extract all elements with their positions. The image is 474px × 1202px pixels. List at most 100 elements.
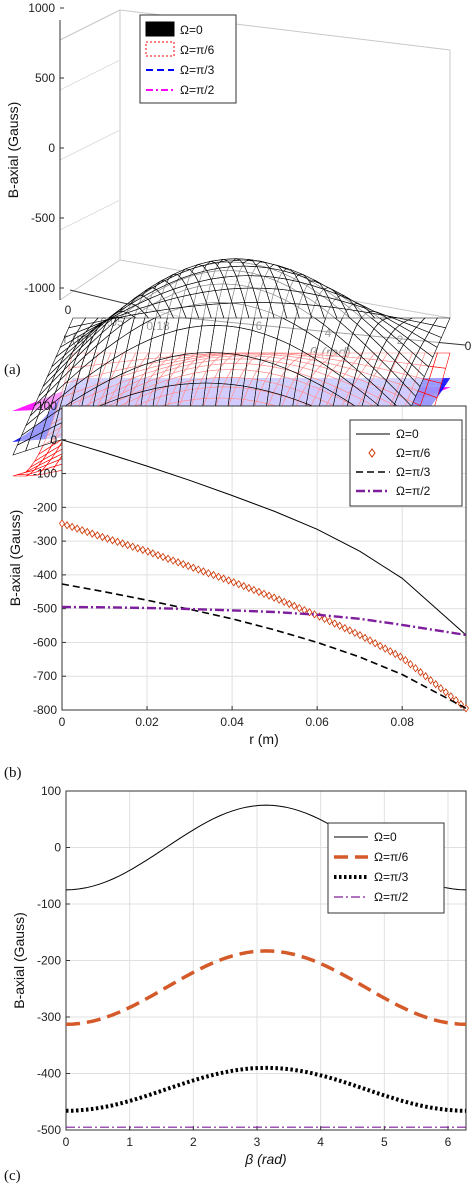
r-tick-label: 0	[65, 303, 72, 317]
series-marker	[99, 532, 106, 542]
x-tick-label: 1	[126, 1135, 133, 1149]
x-tick-label: 4	[317, 1135, 324, 1149]
legend-label: Ω=π/2	[180, 83, 215, 97]
legend-label: Ω=π/3	[180, 63, 215, 77]
series-marker	[119, 539, 126, 548]
x-tick-label: 2	[190, 1135, 197, 1149]
series-line	[61, 439, 467, 636]
series-marker	[129, 542, 136, 551]
series-marker	[139, 545, 146, 555]
legend: Ω=0 Ω=π/6 Ω=π/3 Ω=π/2	[327, 822, 445, 914]
series-marker	[94, 531, 101, 540]
y-tick-label: 0	[54, 841, 61, 855]
series-marker	[114, 537, 121, 547]
series-marker	[175, 558, 182, 567]
y-tick-label: -300	[33, 534, 57, 548]
series-marker	[437, 684, 444, 693]
series-marker	[220, 574, 227, 583]
series-marker	[266, 591, 273, 600]
grid-line	[59, 129, 121, 161]
series-marker	[240, 581, 247, 591]
z-tick-label: 0	[48, 141, 55, 155]
series-marker	[372, 639, 379, 648]
series-marker	[291, 601, 298, 611]
surface-cell	[12, 473, 31, 477]
box-edge	[59, 9, 121, 41]
y-tick-label: -100	[37, 897, 61, 911]
x-tick-label: 6	[445, 1135, 452, 1149]
legend-label: Ω=π/3	[374, 870, 409, 884]
series-marker	[59, 519, 65, 528]
x-tick-label: 5	[381, 1135, 388, 1149]
series-marker	[79, 526, 86, 535]
x-tick-label: 0.02	[135, 715, 159, 729]
legend-label: Ω=π/6	[374, 850, 409, 864]
y-axis-label: B-axial (Gauss)	[11, 912, 27, 1008]
series-line	[65, 1065, 467, 1113]
series-marker	[311, 610, 318, 619]
series-marker	[84, 527, 91, 537]
series-marker	[356, 630, 363, 640]
z-tick-label: -1000	[24, 281, 55, 295]
plot-frame	[61, 405, 467, 711]
series-marker	[336, 621, 343, 631]
series-marker	[165, 554, 172, 563]
series-marker	[442, 688, 449, 697]
y-tick-label: -800	[33, 703, 57, 717]
grid-line	[59, 199, 121, 231]
series-marker	[367, 636, 374, 645]
panel-label-c: (c)	[4, 1168, 21, 1184]
series-marker	[144, 547, 151, 556]
series-marker	[402, 655, 409, 665]
series-marker	[407, 660, 414, 669]
legend-label: Ω=π/3	[396, 465, 431, 479]
series-marker	[351, 628, 358, 637]
y-tick-label: 0	[50, 433, 57, 447]
x-tick-label: 0	[59, 715, 66, 729]
series-marker	[387, 647, 394, 656]
series-marker	[341, 623, 348, 633]
y-axis-label: B-axial (Gauss)	[7, 510, 23, 606]
series-marker	[235, 579, 242, 589]
y-tick-label: 100	[37, 399, 57, 413]
series-marker	[230, 578, 237, 587]
series-marker	[250, 585, 257, 595]
series-marker	[397, 652, 404, 661]
series-marker	[89, 529, 96, 538]
y-tick-label: -400	[37, 1067, 61, 1081]
x-tick-label: 0.06	[305, 715, 329, 729]
series-marker	[185, 561, 192, 571]
legend-label: Ω=π/6	[396, 446, 431, 460]
legend-swatch	[368, 448, 376, 458]
series-marker	[74, 524, 81, 533]
series-marker	[195, 565, 202, 574]
z-tick-label: 1000	[28, 1, 55, 15]
series-marker	[422, 672, 429, 681]
series-marker	[331, 619, 338, 628]
series-marker	[215, 572, 222, 581]
series-marker	[64, 521, 71, 530]
surface-cell	[12, 408, 30, 412]
series-marker	[326, 616, 333, 626]
legend: Ω=0 Ω=π/6 Ω=π/3 Ω=π/2	[349, 419, 463, 507]
series-marker	[104, 534, 111, 543]
series-marker	[124, 540, 131, 550]
x-tick-label: 0.04	[220, 715, 244, 729]
series-marker	[160, 552, 166, 562]
x-axis-label: β (rad)	[244, 1151, 286, 1167]
beta-tick-label: 0	[465, 339, 472, 353]
series-marker	[170, 556, 177, 565]
legend-label: Ω=π/2	[374, 890, 409, 904]
series-marker	[452, 696, 459, 705]
legend-label: Ω=0	[396, 427, 419, 441]
series-marker	[281, 597, 288, 606]
series-marker	[382, 644, 389, 653]
series-marker	[149, 549, 156, 558]
legend-a: Ω=0 Ω=π/6 Ω=π/3 Ω=π/2	[139, 14, 237, 104]
series-marker	[154, 550, 161, 560]
series-marker	[427, 676, 434, 685]
legend-swatch	[145, 21, 175, 37]
series-marker	[377, 641, 384, 651]
y-tick-label: -600	[33, 635, 57, 649]
